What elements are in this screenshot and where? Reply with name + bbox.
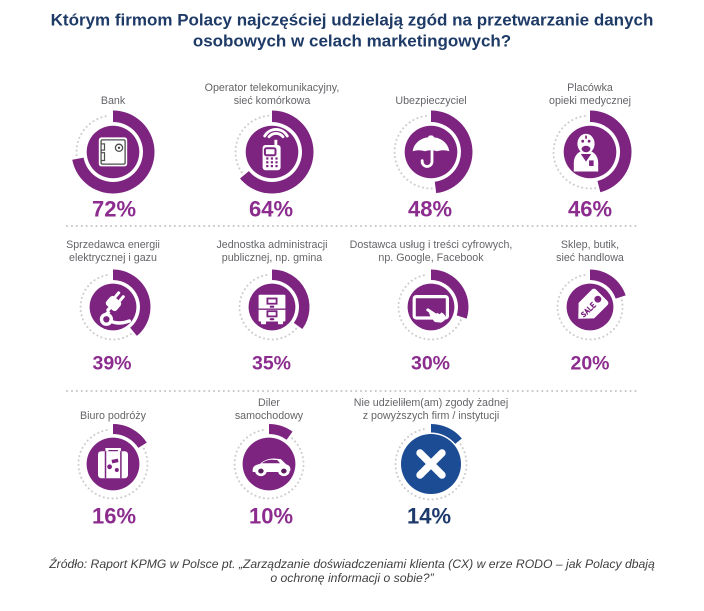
svg-text:o ochronę informacji o sobie?”: o ochronę informacji o sobie?” [270, 571, 434, 585]
svg-text:opieki medycznej: opieki medycznej [549, 95, 631, 107]
svg-text:39%: 39% [92, 353, 131, 375]
svg-text:Bank: Bank [101, 95, 126, 107]
svg-text:osobowych w celach marketingow: osobowych w celach marketingowych? [193, 32, 511, 51]
svg-text:z powyższych firm / instytucji: z powyższych firm / instytucji [363, 410, 500, 422]
svg-text:Sklep, butik,: Sklep, butik, [561, 239, 619, 251]
svg-text:Jednostka administracji: Jednostka administracji [216, 239, 327, 251]
svg-text:Dostawca usług i treści cyfrow: Dostawca usług i treści cyfrowych, [350, 239, 513, 251]
svg-text:30%: 30% [411, 353, 450, 375]
svg-text:Diler: Diler [258, 397, 280, 409]
svg-text:46%: 46% [568, 197, 612, 222]
svg-text:np. Google, Facebook: np. Google, Facebook [378, 252, 484, 264]
svg-text:Operator telekomunikacyjny,: Operator telekomunikacyjny, [205, 82, 340, 94]
svg-text:samochodowy: samochodowy [235, 410, 304, 422]
svg-text:72%: 72% [92, 197, 136, 222]
svg-text:16%: 16% [92, 504, 136, 529]
svg-text:publicznej, np. gmina: publicznej, np. gmina [222, 252, 322, 264]
svg-text:sieć handlowa: sieć handlowa [556, 252, 624, 264]
svg-text:Placówka: Placówka [567, 82, 613, 94]
svg-text:Biuro podróży: Biuro podróży [80, 410, 147, 422]
svg-text:Ubezpieczyciel: Ubezpieczyciel [395, 95, 466, 107]
svg-text:48%: 48% [408, 197, 452, 222]
svg-text:20%: 20% [570, 353, 609, 375]
svg-text:64%: 64% [249, 197, 293, 222]
svg-text:Nie udzieliłem(am) zgody żadne: Nie udzieliłem(am) zgody żadnej [354, 397, 508, 409]
svg-text:elektrycznej i gazu: elektrycznej i gazu [69, 252, 157, 264]
svg-text:35%: 35% [252, 353, 291, 375]
svg-text:Sprzedawca energii: Sprzedawca energii [66, 239, 160, 251]
svg-text:Którym firmom Polacy najczęści: Którym firmom Polacy najczęściej udziela… [51, 11, 654, 30]
svg-text:Źródło: Raport KPMG w Polsce p: Źródło: Raport KPMG w Polsce pt. „Zarząd… [48, 556, 655, 571]
svg-text:sieć komórkowa: sieć komórkowa [234, 95, 311, 107]
svg-text:14%: 14% [407, 504, 451, 529]
svg-text:10%: 10% [249, 504, 293, 529]
